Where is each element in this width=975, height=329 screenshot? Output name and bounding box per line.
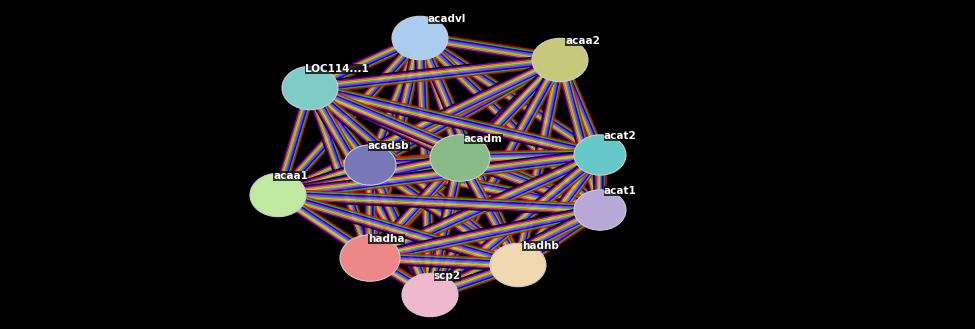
Text: acadsb: acadsb — [368, 141, 410, 151]
Text: hadha: hadha — [368, 234, 405, 244]
Ellipse shape — [250, 173, 306, 217]
Text: acat1: acat1 — [604, 186, 637, 196]
Ellipse shape — [574, 190, 626, 230]
Text: acaa2: acaa2 — [565, 36, 600, 46]
Ellipse shape — [430, 135, 490, 181]
Text: scp2: scp2 — [434, 271, 461, 281]
Text: LOC114...1: LOC114...1 — [305, 64, 369, 74]
Ellipse shape — [344, 145, 396, 185]
Text: acadm: acadm — [464, 134, 503, 144]
Ellipse shape — [392, 16, 448, 60]
Ellipse shape — [574, 135, 626, 175]
Ellipse shape — [402, 273, 458, 317]
Ellipse shape — [282, 66, 338, 110]
Text: acat2: acat2 — [604, 131, 637, 141]
Text: acaa1: acaa1 — [273, 171, 308, 181]
Ellipse shape — [532, 38, 588, 82]
Text: hadhb: hadhb — [522, 241, 559, 251]
Text: acadvl: acadvl — [428, 14, 466, 24]
Ellipse shape — [490, 243, 546, 287]
Ellipse shape — [340, 235, 400, 281]
